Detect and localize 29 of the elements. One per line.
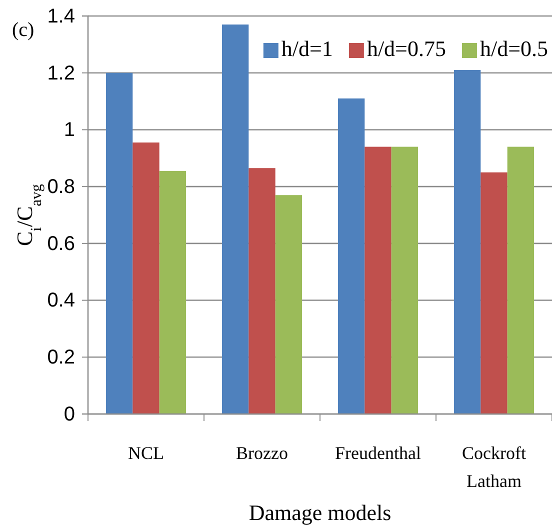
y-tick-label: 0 bbox=[64, 403, 75, 426]
y-tick-label: 0.4 bbox=[47, 290, 75, 312]
legend-label: h/d=0.75 bbox=[366, 36, 446, 61]
legend-label: h/d=1 bbox=[281, 36, 333, 61]
bar bbox=[106, 72, 133, 414]
text: (c) bbox=[12, 19, 34, 41]
bar bbox=[480, 172, 508, 414]
bar bbox=[248, 168, 276, 414]
x-tick-label: Brozzo bbox=[236, 443, 288, 463]
bar bbox=[364, 146, 392, 414]
y-tick-label: 1.2 bbox=[47, 62, 75, 84]
y-tick-label: 0.2 bbox=[47, 346, 75, 369]
bar bbox=[275, 195, 302, 414]
y-tick-label: 0.8 bbox=[47, 176, 75, 198]
bar bbox=[222, 24, 249, 414]
bar bbox=[338, 98, 365, 414]
bar bbox=[507, 146, 534, 414]
x-axis-title: Damage models bbox=[248, 500, 392, 525]
y-tick-label: 1.4 bbox=[47, 5, 75, 28]
x-tick-label: Cockroft Latham bbox=[462, 443, 526, 491]
x-tick-label: Freudenthal bbox=[335, 443, 421, 463]
x-tick-label: NCL bbox=[128, 443, 164, 463]
legend-label: h/d=0.5 bbox=[480, 36, 548, 61]
y-tick-label: 1 bbox=[64, 119, 75, 142]
bar bbox=[454, 70, 481, 414]
bar bbox=[132, 142, 160, 414]
bar bbox=[159, 170, 186, 414]
y-tick-label: 0.6 bbox=[47, 232, 75, 255]
bar bbox=[391, 146, 418, 414]
